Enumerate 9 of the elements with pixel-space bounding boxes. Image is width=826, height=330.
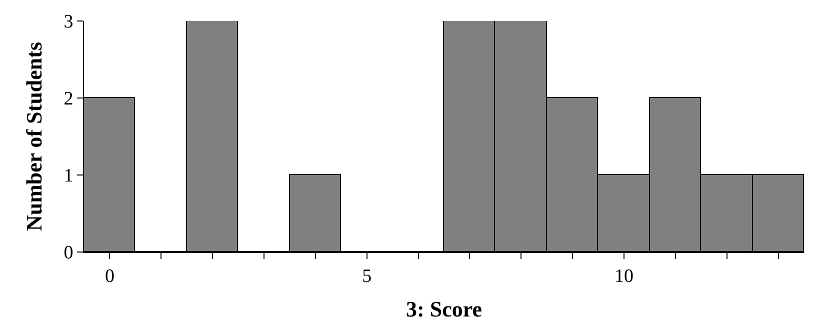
x-tick-label: 5: [362, 266, 372, 287]
y-tick-label: 0: [64, 242, 74, 264]
y-tick-label: 3: [64, 12, 74, 33]
y-tick-label: 2: [64, 88, 74, 110]
y-axis-title: Number of Students: [22, 42, 46, 232]
x-tick-label: 0: [104, 266, 114, 287]
y-tick-label: 1: [64, 166, 74, 187]
x-axis-title: 3: Score: [406, 296, 482, 322]
x-tick-label: 10: [614, 266, 634, 287]
